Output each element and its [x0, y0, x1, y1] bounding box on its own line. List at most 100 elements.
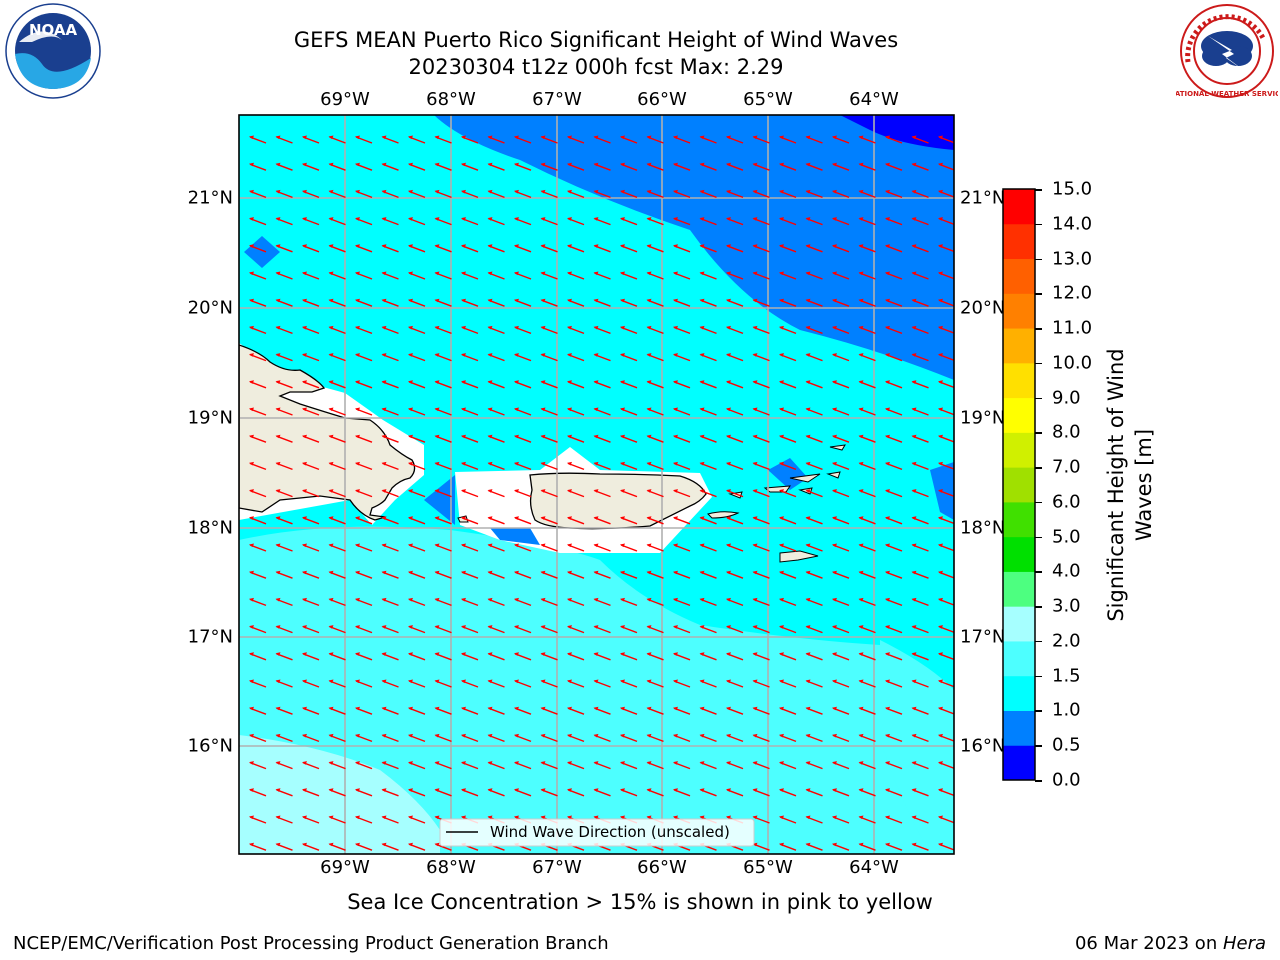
colorbar-segment	[1003, 675, 1035, 711]
wave-direction-arrowhead	[938, 815, 943, 820]
wave-direction-arrowhead	[885, 543, 890, 548]
wave-direction-arrowhead	[434, 733, 440, 738]
wave-direction-arrowhead	[805, 597, 811, 602]
wave-direction-arrowhead	[461, 516, 466, 520]
footer-date: 06 Mar 2023 on Hera	[1075, 933, 1266, 954]
wave-direction-arrowhead	[885, 271, 890, 276]
wave-direction-arrowhead	[699, 461, 705, 466]
colorbar-tick-label: 15.0	[1052, 178, 1093, 200]
wave-direction-arrowhead	[938, 597, 943, 602]
wave-direction-arrowhead	[832, 815, 837, 820]
lat-label-left: 18°N	[187, 517, 233, 539]
wave-direction-arrowhead	[381, 815, 387, 820]
wave-direction-arrowhead	[275, 625, 281, 629]
wave-direction-arrowhead	[779, 489, 784, 493]
wave-direction-arrowhead	[487, 217, 493, 221]
wave-direction-arrowhead	[434, 543, 440, 548]
wave-direction-arrowhead	[461, 353, 466, 357]
wave-direction-arrowhead	[938, 407, 943, 412]
wave-direction-arrowhead	[805, 706, 811, 711]
wave-zone-patch	[424, 475, 455, 525]
colorbar-segment	[1003, 467, 1035, 503]
wave-direction-arrowhead	[911, 434, 917, 439]
wave-direction-arrowhead	[381, 162, 387, 167]
wave-direction-arrowhead	[514, 189, 519, 194]
wave-direction-arrowhead	[805, 570, 811, 575]
wave-direction-arrowhead	[646, 625, 652, 629]
colorbar-segment	[1003, 258, 1035, 294]
colorbar-tick-mark	[1035, 293, 1042, 295]
wave-direction-arrowhead	[752, 461, 758, 466]
wave-direction-arrowhead	[646, 543, 652, 548]
wave-direction-arrowhead	[514, 570, 519, 575]
wave-direction-arrowhead	[673, 271, 678, 276]
wave-direction-arrowhead	[726, 733, 731, 738]
colorbar-segment	[1003, 745, 1035, 781]
wave-direction-arrowhead	[646, 189, 652, 194]
wave-direction-arrowhead	[620, 815, 625, 820]
wave-direction-arrowhead	[328, 597, 334, 602]
wave-direction-arrowhead	[858, 733, 864, 738]
wave-direction-arrowhead	[461, 570, 466, 575]
colorbar-segment	[1003, 223, 1035, 260]
lon-label-bottom: 68°W	[426, 857, 476, 878]
colorbar-tick-mark	[1035, 710, 1042, 712]
wave-direction-arrowhead	[699, 135, 705, 140]
wave-direction-arrowhead	[567, 489, 572, 493]
wave-direction-arrowhead	[620, 298, 625, 303]
wave-direction-arrowhead	[540, 652, 546, 656]
wave-direction-arrowhead	[885, 516, 890, 520]
wave-direction-arrowhead	[885, 706, 890, 711]
wave-direction-arrowhead	[355, 788, 360, 792]
wave-direction-arrowhead	[858, 461, 864, 466]
wave-direction-arrowhead	[646, 652, 652, 656]
wave-direction-arrowhead	[408, 434, 413, 439]
wave-direction-arrowhead	[885, 353, 890, 357]
wave-direction-arrowhead	[275, 679, 281, 684]
wave-direction-arrowhead	[673, 162, 678, 167]
wave-direction-arrowhead	[699, 298, 705, 303]
lon-label-top: 66°W	[637, 89, 687, 110]
wave-direction-arrowhead	[726, 543, 731, 548]
wave-direction-arrowhead	[646, 162, 652, 167]
wave-direction-arrowhead	[328, 407, 334, 412]
wave-direction-arrowhead	[540, 271, 546, 276]
wave-direction-arrowhead	[858, 189, 864, 194]
wave-direction-arrowhead	[461, 407, 466, 412]
wave-direction-arrowhead	[408, 244, 413, 248]
wave-direction-arrowhead	[832, 407, 837, 412]
wave-direction-arrowhead	[832, 842, 837, 847]
wave-direction-arrowhead	[620, 570, 625, 575]
wave-direction-arrowhead	[699, 407, 705, 412]
colorbar-segment	[1003, 397, 1035, 433]
wave-direction-arrowhead	[328, 217, 334, 221]
wave-direction-arrowhead	[699, 434, 705, 439]
colorbar-tick-mark	[1035, 189, 1042, 191]
wave-direction-arrowhead	[302, 679, 307, 684]
wave-direction-arrowhead	[726, 135, 731, 140]
wave-direction-arrowhead	[381, 570, 387, 575]
wave-direction-arrowhead	[408, 189, 413, 194]
wave-direction-arrowhead	[832, 271, 837, 276]
wave-direction-arrowhead	[461, 298, 466, 303]
wave-direction-arrowhead	[434, 516, 440, 520]
wave-direction-arrowhead	[381, 788, 387, 792]
wave-direction-arrowhead	[381, 298, 387, 303]
wave-direction-arrowhead	[275, 815, 281, 820]
colorbar	[1002, 188, 1036, 781]
wave-direction-arrowhead	[832, 761, 837, 765]
wave-direction-arrowhead	[673, 733, 678, 738]
wave-direction-arrowhead	[487, 706, 493, 711]
wave-direction-arrowhead	[567, 162, 572, 167]
wave-direction-arrowhead	[646, 733, 652, 738]
wave-direction-arrowhead	[249, 842, 254, 847]
wave-direction-arrowhead	[646, 380, 652, 384]
colorbar-tick-mark	[1035, 780, 1042, 782]
wave-direction-arrowhead	[514, 489, 519, 493]
wave-direction-arrowhead	[249, 652, 254, 656]
lat-label-left: 19°N	[187, 407, 233, 429]
wave-direction-arrowhead	[567, 733, 572, 738]
wave-direction-arrowhead	[540, 570, 546, 575]
wave-direction-arrowhead	[275, 271, 281, 276]
wave-direction-arrowhead	[593, 434, 599, 439]
